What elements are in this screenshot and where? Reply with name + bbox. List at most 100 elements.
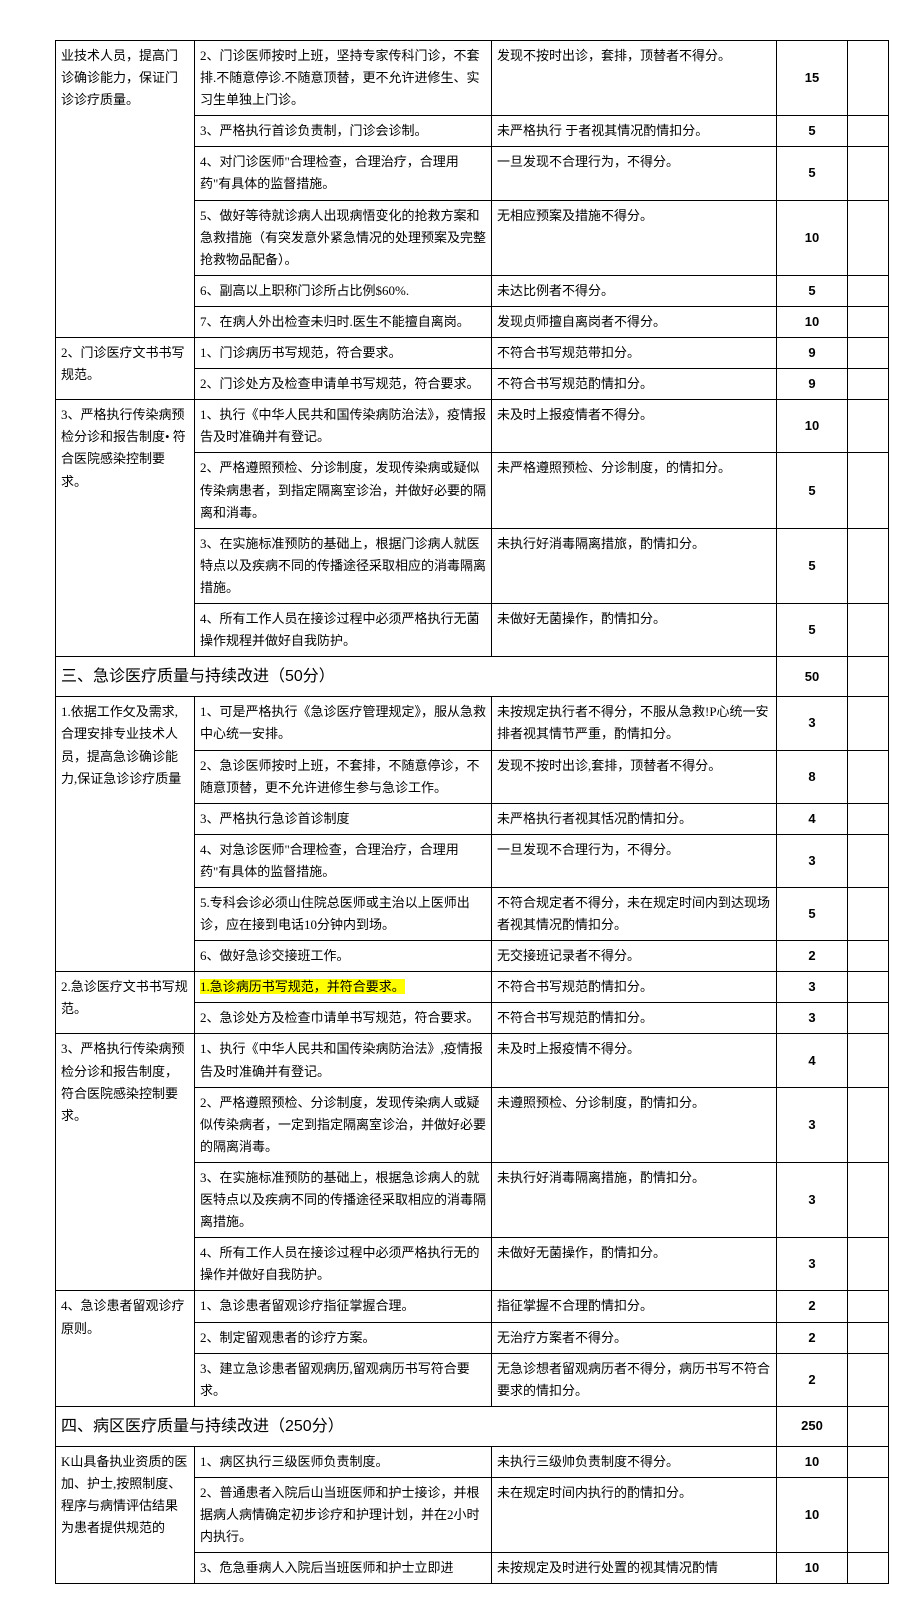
blank-cell (848, 116, 889, 147)
score-cell: 10 (777, 1553, 848, 1584)
category-cell: 3、严格执行传染病预检分诊和报告制度，符合医院感染控制要求。 (56, 1034, 195, 1291)
category-cell: 1.依据工作攵及需求,合理安排专业技术人员，提高急诊确诊能力,保证急诊诊疗质量 (56, 697, 195, 972)
section-score: 50 (777, 657, 848, 697)
blank-cell (848, 657, 889, 697)
criteria-cell: 3、严格执行急诊首诊制度 (195, 803, 492, 834)
highlighted-text: 1.急诊病历书写规范，并符合要求。 (200, 979, 405, 994)
score-cell: 5 (777, 888, 848, 941)
score-cell: 3 (777, 834, 848, 887)
section-header: 三、急诊医疗质量与持续改进（50分） (56, 657, 777, 697)
criteria-cell: 2、严格遵照预检、分诊制度，发现传染病人或疑似传染病者，一定到指定隔离室诊治，并… (195, 1087, 492, 1162)
criteria-cell: 4、所有工作人员在接诊过程中必须严格执行无菌操作规程并做好自我防护。 (195, 603, 492, 656)
table-row: 1.依据工作攵及需求,合理安排专业技术人员，提高急诊确诊能力,保证急诊诊疗质量 … (56, 697, 889, 750)
scoring-cell: 一旦发现不合理行为，不得分。 (492, 147, 777, 200)
section-score: 250 (777, 1406, 848, 1446)
score-cell: 2 (777, 1291, 848, 1322)
blank-cell (848, 338, 889, 369)
score-cell: 8 (777, 750, 848, 803)
table-row: 业技术人员，提高门诊确诊能力，保证门诊诊疗质量。 2、门诊医师按时上班，坚持专家… (56, 41, 889, 116)
scoring-cell: 未按规定执行者不得分，不服从急救!P心统一安排者视其情节严重，酌情扣分。 (492, 697, 777, 750)
criteria-cell: 6、做好急诊交接班工作。 (195, 941, 492, 972)
blank-cell (848, 369, 889, 400)
criteria-cell: 2、严格遵照预检、分诊制度，发现传染病或疑似传染病患者，到指定隔离室诊治，并做好… (195, 453, 492, 528)
blank-cell (848, 1238, 889, 1291)
score-cell: 2 (777, 941, 848, 972)
score-cell: 3 (777, 1162, 848, 1237)
criteria-cell: 2、门诊处方及检查申请单书写规范，符合要求。 (195, 369, 492, 400)
table-row: 2.急诊医疗文书书写规范。 1.急诊病历书写规范，并符合要求。 不符合书写规范酌… (56, 972, 889, 1003)
criteria-cell: 2、门诊医师按时上班，坚持专家传科门诊，不套排.不随意停诊.不随意顶替，更不允许… (195, 41, 492, 116)
criteria-cell: 1、可是严格执行《急诊医疗管理规定》，服从急救中心统一安排。 (195, 697, 492, 750)
blank-cell (848, 603, 889, 656)
score-cell: 3 (777, 697, 848, 750)
score-cell: 10 (777, 200, 848, 275)
criteria-cell: 2、急诊医师按时上班，不套排，不随意停诊，不随意顶替，更不允许进修生参与急诊工作… (195, 750, 492, 803)
score-cell: 10 (777, 1446, 848, 1477)
scoring-cell: 未严格执行 于者视其情况酌情扣分。 (492, 116, 777, 147)
criteria-cell: 2、制定留观患者的诊疗方案。 (195, 1322, 492, 1353)
blank-cell (848, 1406, 889, 1446)
score-cell: 10 (777, 400, 848, 453)
scoring-cell: 未达比例者不得分。 (492, 275, 777, 306)
scoring-cell: 发现不按时出诊,套排，顶替者不得分。 (492, 750, 777, 803)
score-cell: 9 (777, 369, 848, 400)
scoring-cell: 未执行三级帅负责制度不得分。 (492, 1446, 777, 1477)
blank-cell (848, 697, 889, 750)
scoring-cell: 未做好无菌操作，酌情扣分。 (492, 603, 777, 656)
criteria-cell: 3、严格执行首诊负责制，门诊会诊制。 (195, 116, 492, 147)
score-cell: 2 (777, 1322, 848, 1353)
criteria-cell: 3、在实施标准预防的基础上，根据门诊病人就医特点以及疾病不同的传播途径采取相应的… (195, 528, 492, 603)
section-header-row: 三、急诊医疗质量与持续改进（50分） 50 (56, 657, 889, 697)
category-cell: 4、急诊患者留观诊疗原则。 (56, 1291, 195, 1406)
blank-cell (848, 1291, 889, 1322)
table-row: 3、严格执行传染病预检分诊和报告制度，符合医院感染控制要求。 1、执行《中华人民… (56, 1034, 889, 1087)
blank-cell (848, 834, 889, 887)
criteria-cell: 3、在实施标准预防的基础上，根据急诊病人的就医特点以及疾病不同的传播途径采取相应… (195, 1162, 492, 1237)
score-cell: 10 (777, 1478, 848, 1553)
score-cell: 3 (777, 972, 848, 1003)
score-cell: 9 (777, 338, 848, 369)
criteria-cell: 7、在病人外出检查未归时.医生不能擅自离岗。 (195, 306, 492, 337)
evaluation-table: 业技术人员，提高门诊确诊能力，保证门诊诊疗质量。 2、门诊医师按时上班，坚持专家… (55, 40, 889, 1584)
criteria-cell: 2、急诊处方及检查巾请单书写规范，符合要求。 (195, 1003, 492, 1034)
scoring-cell: 无相应预案及措施不得分。 (492, 200, 777, 275)
score-cell: 3 (777, 1238, 848, 1291)
score-cell: 2 (777, 1353, 848, 1406)
section-header: 四、病区医疗质量与持续改进（250分） (56, 1406, 777, 1446)
scoring-cell: 未按规定及时进行处置的视其情况酌情 (492, 1553, 777, 1584)
blank-cell (848, 528, 889, 603)
blank-cell (848, 400, 889, 453)
criteria-cell: 1、执行《中华人民共和国传染病防治法》，疫情报告及时准确并有登记。 (195, 400, 492, 453)
criteria-cell: 1.急诊病历书写规范，并符合要求。 (195, 972, 492, 1003)
scoring-cell: 不符合规定者不得分，未在规定时间内到达现场者视其情况酌情扣分。 (492, 888, 777, 941)
score-cell: 3 (777, 1003, 848, 1034)
blank-cell (848, 888, 889, 941)
score-cell: 4 (777, 803, 848, 834)
category-cell: 2、门诊医疗文书书写规范。 (56, 338, 195, 400)
blank-cell (848, 750, 889, 803)
scoring-cell: 指征掌握不合理酌情扣分。 (492, 1291, 777, 1322)
criteria-cell: 1、急诊患者留观诊疗指征掌握合理。 (195, 1291, 492, 1322)
blank-cell (848, 453, 889, 528)
scoring-cell: 无急诊想者留观病历者不得分，病历书写不符合要求的情扣分。 (492, 1353, 777, 1406)
criteria-cell: 6、副高以上职称门诊所占比例$60%. (195, 275, 492, 306)
scoring-cell: 无交接班记录者不得分。 (492, 941, 777, 972)
blank-cell (848, 941, 889, 972)
scoring-cell: 未遵照预检、分诊制度，酌情扣分。 (492, 1087, 777, 1162)
criteria-cell: 3、建立急诊患者留观病历,留观病历书写符合要求。 (195, 1353, 492, 1406)
blank-cell (848, 1353, 889, 1406)
score-cell: 5 (777, 275, 848, 306)
score-cell: 5 (777, 453, 848, 528)
blank-cell (848, 1446, 889, 1477)
blank-cell (848, 147, 889, 200)
criteria-cell: 1、病区执行三级医师负责制度。 (195, 1446, 492, 1477)
blank-cell (848, 275, 889, 306)
scoring-cell: 一旦发现不合理行为，不得分。 (492, 834, 777, 887)
criteria-cell: 4、对急诊医师"合理检查，合理治疗，合理用药"有具体的监督措施。 (195, 834, 492, 887)
score-cell: 4 (777, 1034, 848, 1087)
blank-cell (848, 1322, 889, 1353)
category-cell: 3、严格执行传染病预检分诊和报告制度• 符合医院感染控制要求。 (56, 400, 195, 657)
table-row: 3、严格执行传染病预检分诊和报告制度• 符合医院感染控制要求。 1、执行《中华人… (56, 400, 889, 453)
scoring-cell: 未严格遵照预检、分诊制度，的情扣分。 (492, 453, 777, 528)
scoring-cell: 无治疗方案者不得分。 (492, 1322, 777, 1353)
